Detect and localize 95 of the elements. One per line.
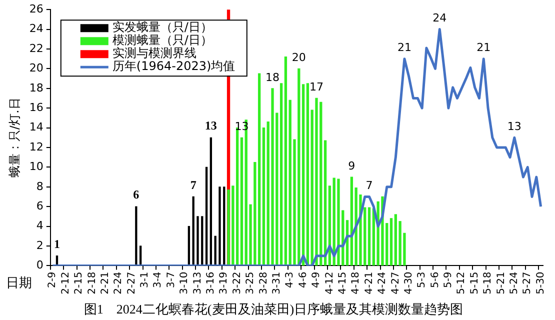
- bar: [271, 88, 274, 266]
- legend-label: 实测与模测界线: [112, 46, 196, 60]
- data-label: 21: [476, 41, 491, 54]
- data-label: 18: [266, 70, 280, 84]
- y-tick-label: 4: [36, 219, 44, 232]
- x-tick-label: 2-9: [47, 272, 58, 288]
- bar: [240, 137, 244, 266]
- x-tick-label: 3-16: [206, 272, 217, 294]
- bar: [196, 216, 199, 266]
- x-tick-label: 5-15: [469, 272, 480, 294]
- y-tick-label: 8: [36, 180, 44, 193]
- x-tick-label: 5-6: [430, 272, 441, 288]
- data-label: 17: [309, 80, 324, 94]
- y-tick-label: 6: [36, 199, 44, 212]
- x-tick-label: 4-9: [311, 272, 322, 288]
- x-tick-label: 3-7: [166, 272, 177, 288]
- x-tick-label: 4-24: [377, 272, 388, 294]
- legend-label: 模测蛾量（只/日）: [112, 33, 212, 48]
- x-tick-label: 5-12: [456, 272, 468, 294]
- y-tick-label: 16: [29, 100, 44, 114]
- x-tick-label: 4-6: [298, 272, 309, 288]
- x-tick-label: 2-18: [86, 272, 98, 294]
- x-tick-label: 5-18: [482, 272, 494, 294]
- y-tick-label: 22: [29, 42, 44, 55]
- y-tick-label: 2: [36, 238, 44, 252]
- x-tick-label: 4-30: [403, 272, 414, 294]
- x-tick-label: 5-9: [443, 272, 454, 288]
- x-tick-label: 2-24: [113, 272, 124, 294]
- bar: [135, 206, 138, 266]
- x-tick-label: 3-31: [272, 272, 282, 294]
- x-tick-label: 4-3: [284, 272, 296, 288]
- bar: [258, 73, 261, 266]
- data-label: 9: [348, 159, 356, 172]
- x-tick-label: 3-1: [140, 272, 151, 288]
- bar: [192, 196, 194, 266]
- x-tick-label: 3-25: [245, 272, 256, 294]
- bar: [201, 216, 204, 266]
- x-tick-label: 2-12: [60, 272, 72, 294]
- x-tick-label: 2-15: [74, 272, 85, 294]
- x-tick-label: 4-27: [390, 272, 402, 294]
- y-tick-label: 20: [29, 62, 44, 75]
- x-tick-label: 5-21: [496, 272, 507, 294]
- x-tick-label: 5-24: [509, 272, 520, 294]
- x-tick-label: 2-21: [100, 272, 111, 294]
- x-tick-label: 3-19: [218, 272, 230, 294]
- x-tick-label: 3-28: [258, 272, 270, 294]
- bar: [390, 218, 393, 266]
- bar: [368, 207, 371, 266]
- data-label: 13: [507, 120, 522, 134]
- bar: [315, 98, 318, 266]
- bar: [210, 137, 212, 266]
- x-tick-label: 5-30: [535, 272, 546, 294]
- y-tick-label: 18: [29, 81, 44, 94]
- x-tick-label: 4-18: [350, 272, 362, 294]
- x-tick-label: 4-12: [324, 272, 336, 294]
- data-label: 24: [432, 12, 447, 25]
- bar: [350, 176, 354, 266]
- bar: [223, 186, 226, 266]
- data-label: 1: [54, 236, 60, 251]
- legend-label: 历年(1964-2023)均值: [112, 59, 236, 74]
- data-label: 13: [204, 118, 217, 133]
- x-tick-label: 3-4: [152, 272, 164, 288]
- bar: [302, 84, 305, 266]
- bar: [262, 127, 266, 266]
- text: 图1 2024二化螟春花(麦田及油菜田)日序蛾量及其模测数量趋势图: [84, 302, 464, 317]
- y-tick-label: 26: [29, 2, 44, 16]
- bar: [188, 226, 190, 266]
- bar: [205, 166, 208, 266]
- x-tick-label: 2-27: [126, 272, 138, 294]
- data-label: 7: [366, 179, 373, 192]
- bar: [337, 178, 340, 266]
- data-label: 6: [133, 188, 140, 202]
- bar: [280, 83, 283, 266]
- data-label: 7: [190, 178, 196, 192]
- legend-label: 实发蛾量（只/日）: [112, 20, 212, 34]
- y-tick-label: 14: [29, 120, 44, 134]
- x-axis-title: 日期: [6, 276, 32, 292]
- bar: [218, 186, 221, 266]
- x-tick-label: 4-15: [337, 272, 348, 294]
- y-tick-label: 10: [29, 160, 44, 174]
- x-tick-label: 5-3: [416, 272, 428, 288]
- x-tick-label: 4-21: [364, 272, 375, 294]
- y-tick-label: 12: [29, 140, 44, 154]
- x-tick-label: 3-10: [179, 272, 190, 294]
- y-axis-title: 蛾量：只/灯.日: [7, 98, 22, 178]
- bar: [284, 56, 288, 266]
- bar: [324, 140, 327, 266]
- x-tick-label: 5-27: [522, 272, 534, 294]
- x-tick-label: 3-13: [192, 272, 204, 294]
- data-label: 20: [292, 51, 306, 64]
- bar: [306, 83, 310, 266]
- data-label: 21: [397, 41, 412, 54]
- y-tick-label: 0: [36, 258, 44, 272]
- y-tick-label: 24: [29, 22, 44, 36]
- x-tick-label: 3-22: [232, 272, 243, 294]
